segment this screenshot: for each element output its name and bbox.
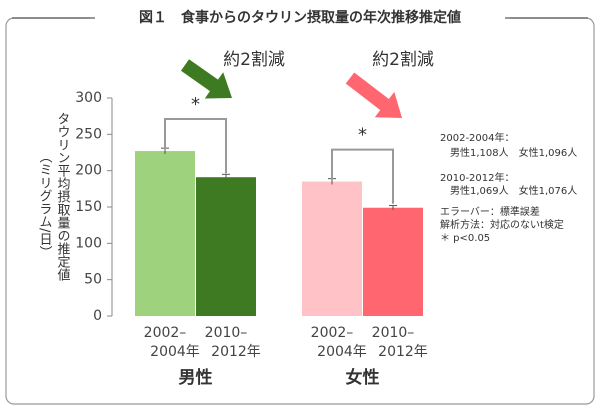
x-tick-label: 2010–: [205, 325, 248, 341]
arrow: [180, 59, 232, 99]
x-tick-label: 2002–: [311, 325, 354, 341]
note: 男性1,069人 女性1,076人: [440, 184, 577, 197]
bar: [363, 207, 423, 316]
note: 2002-2004年：: [440, 131, 515, 144]
annotation: 約2割減: [223, 50, 285, 70]
note: 2010-2012年：: [440, 171, 515, 184]
arrow: [345, 72, 402, 118]
bar: [196, 177, 256, 316]
significance-bracket: [331, 148, 394, 204]
y-tick-label: 100: [75, 235, 102, 251]
x-tick-label: 2004年: [317, 344, 367, 360]
y-tick-label: 200: [75, 163, 102, 179]
group-label: 女性: [346, 367, 380, 388]
x-tick-label: 2012年: [378, 344, 428, 360]
significance-mark: *: [358, 125, 367, 146]
chart-title: 図１ 食事からのタウリン摂取量の年次推移推定値: [139, 9, 461, 26]
y-tick-label: 50: [84, 272, 102, 288]
group-label: 男性: [179, 367, 213, 388]
y-axis-label: （ミリグラム/日）: [37, 150, 53, 258]
significance-mark: *: [191, 94, 200, 115]
note: 男性1,108人 女性1,096人: [440, 146, 577, 159]
x-tick-label: 2004年: [150, 344, 200, 360]
x-tick-label: 2010–: [372, 325, 415, 341]
x-tick-label: 2002–: [144, 325, 187, 341]
title-bg: [90, 6, 510, 30]
y-tick-label: 0: [93, 308, 102, 324]
bar: [302, 181, 362, 316]
x-tick-label: 2012年: [211, 344, 261, 360]
bar: [135, 151, 195, 316]
y-tick-label: 250: [75, 126, 102, 142]
significance-bracket: [164, 118, 227, 174]
y-tick-label: 300: [75, 90, 102, 106]
y-tick-label: 150: [75, 199, 102, 215]
note: エラーバー：標準誤差: [440, 205, 540, 218]
y-axis-label: タウリン平均摂取量の推定値: [55, 112, 71, 281]
note: 解析方法：対応のないt検定: [440, 218, 564, 231]
annotation: 約2割減: [372, 50, 434, 70]
note: ＊ p<0.05: [440, 233, 490, 244]
